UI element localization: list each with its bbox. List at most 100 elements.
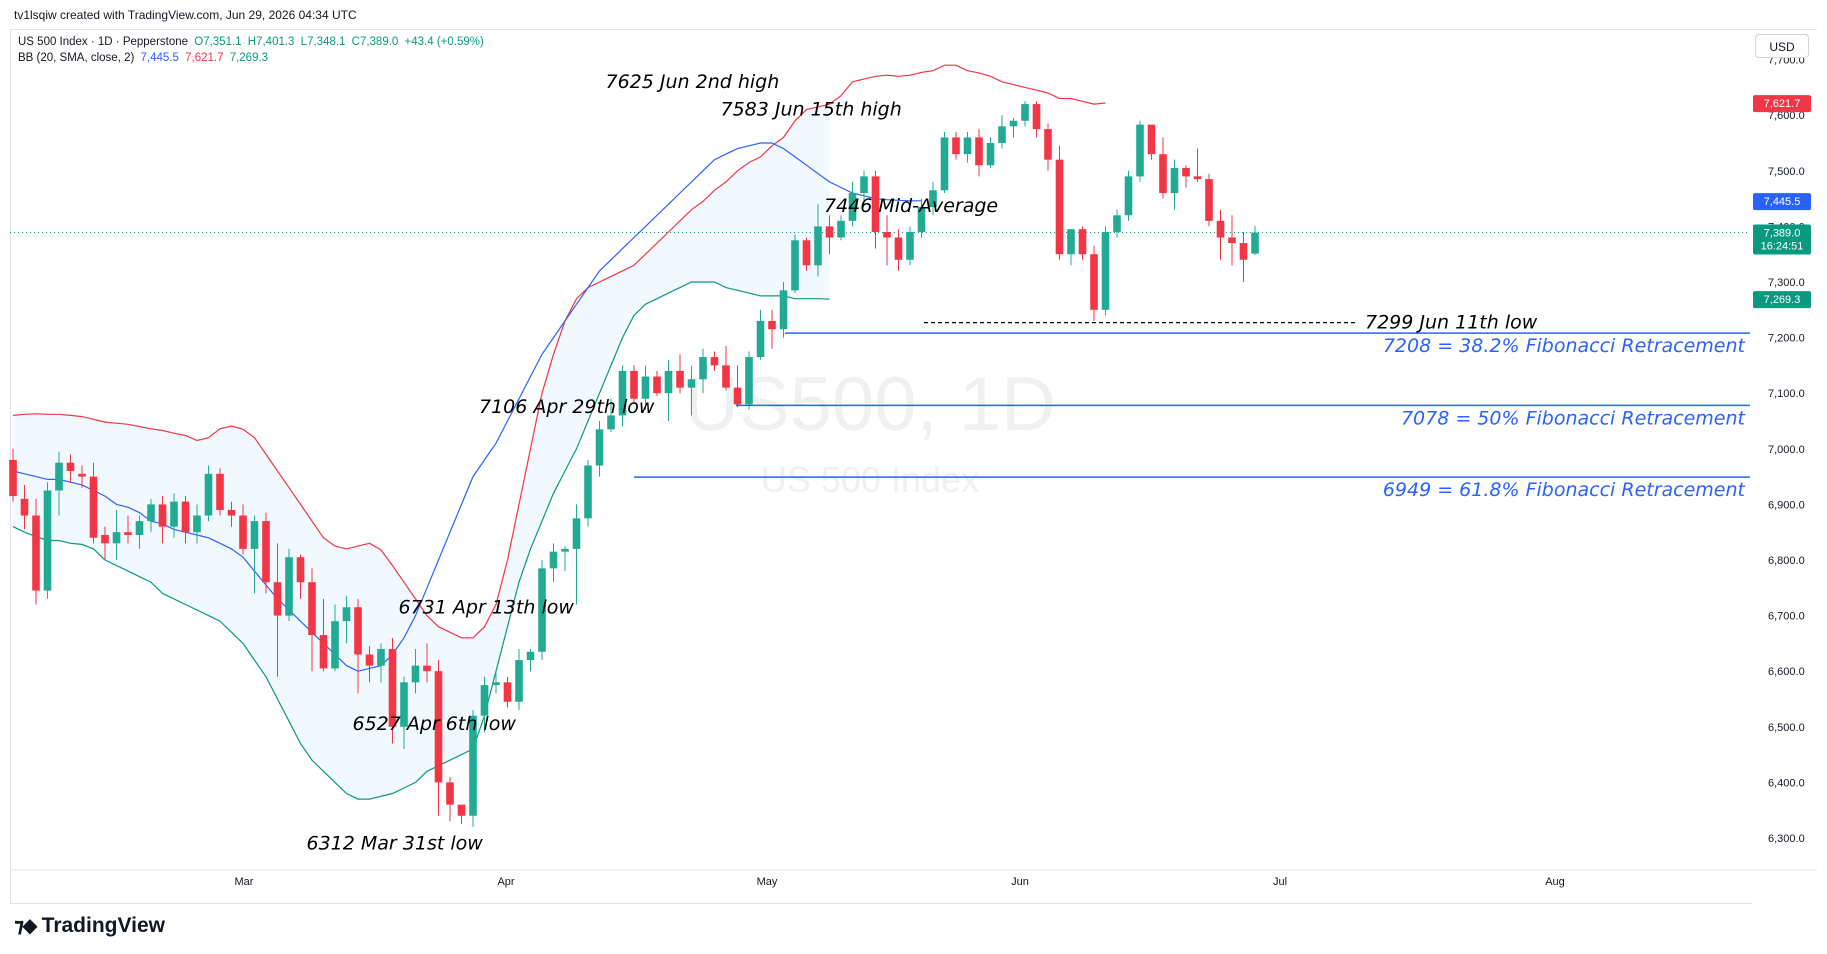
candle (1055, 145, 1064, 260)
candle (423, 643, 431, 683)
candle-body (802, 240, 811, 266)
candle-body (101, 534, 109, 544)
candle-body (469, 715, 477, 816)
candle (1216, 209, 1225, 260)
candle (687, 365, 696, 416)
candle-body (1228, 237, 1236, 244)
candle-body (515, 660, 523, 702)
candle (1251, 225, 1259, 256)
candle-body (78, 473, 86, 477)
symbol-label[interactable]: US 500 Index · 1D · Pepperstone (18, 36, 189, 48)
currency-button[interactable]: USD (1755, 34, 1809, 58)
candle (756, 309, 765, 360)
ohlc-low: L7,348.1 (300, 36, 346, 48)
y-tick-label: 6,300.0 (1768, 833, 1805, 845)
candle-body (779, 290, 788, 330)
bb-legend[interactable]: BB (20, SMA, close, 2) 7,445.5 7,621.7 7… (18, 52, 271, 64)
candle (722, 345, 730, 391)
candle (170, 493, 178, 538)
candle (779, 282, 788, 338)
candle (802, 237, 811, 271)
candle (791, 234, 799, 294)
candle (1205, 173, 1213, 227)
candle-body (262, 521, 270, 583)
candle (664, 359, 673, 421)
candle-body (710, 357, 719, 366)
y-tick-label: 7,300.0 (1768, 277, 1805, 289)
candle (618, 365, 627, 427)
price-axis-bg (1752, 30, 1822, 904)
candle (135, 515, 144, 549)
candle (745, 351, 753, 410)
candle (917, 198, 926, 238)
candle (860, 170, 868, 205)
candle-body (193, 515, 201, 533)
candle (1009, 117, 1018, 138)
candle-body (296, 557, 305, 583)
candle-body (492, 682, 500, 686)
candle-body (1090, 254, 1098, 310)
candle-body (1021, 104, 1029, 121)
candle (503, 676, 512, 708)
candle-body (561, 548, 569, 552)
candle-body (745, 357, 753, 405)
candle-body (1193, 176, 1202, 180)
candle-body (158, 504, 167, 527)
candle (377, 643, 385, 683)
candle-body (342, 607, 351, 622)
candle-body (825, 226, 834, 238)
candle-body (32, 515, 40, 591)
candle-body (411, 665, 420, 683)
candle-body (1216, 220, 1225, 238)
candle (998, 115, 1006, 149)
candle (1090, 245, 1098, 321)
candle-body (1182, 168, 1190, 177)
tradingview-logo-icon: ⁊◆ (14, 915, 38, 937)
candle-body (929, 190, 937, 207)
ohlc-high: H7,401.3 (247, 36, 295, 48)
candle (1032, 101, 1041, 138)
tradingview-logo[interactable]: ⁊◆ TradingView (14, 913, 165, 938)
candle (78, 465, 86, 488)
y-tick-label: 6,700.0 (1768, 611, 1805, 623)
candle (296, 554, 305, 599)
candle (66, 454, 75, 483)
price-tag-label: 7,389.0 (1764, 228, 1801, 240)
candle (641, 365, 650, 410)
candle-body (687, 379, 696, 388)
brand-text: TradingView (41, 913, 165, 937)
candle (549, 543, 558, 583)
candle (768, 309, 776, 349)
candle (204, 465, 213, 522)
candle-body (584, 465, 592, 519)
candle (952, 131, 960, 160)
candle (400, 676, 408, 750)
candle-body (388, 648, 397, 727)
candle (1044, 123, 1052, 171)
candle-body (1205, 179, 1213, 221)
candle (837, 215, 845, 241)
y-tick-label: 7,200.0 (1768, 333, 1805, 345)
candle-body (963, 137, 972, 155)
candle-body (227, 509, 236, 516)
candle (285, 548, 293, 622)
x-tick-label: Aug (1545, 876, 1565, 888)
price-tag-label: 7,445.5 (1764, 196, 1801, 208)
candle (388, 637, 397, 744)
price-annotation: 7446 Mid-Average (824, 195, 998, 217)
candle (239, 504, 247, 555)
candle-body (618, 370, 627, 416)
candle-body (883, 231, 891, 238)
candle (526, 648, 535, 672)
candle (1159, 137, 1167, 199)
candle-body (768, 320, 776, 330)
candle-body (285, 557, 293, 616)
price-annotation: 6731 Apr 13th low (399, 596, 575, 618)
candle-body (986, 143, 995, 166)
candle (32, 498, 40, 605)
candle-body (446, 782, 454, 805)
candle-body (1170, 168, 1179, 194)
candle-body (1101, 231, 1110, 310)
candle (630, 365, 638, 405)
